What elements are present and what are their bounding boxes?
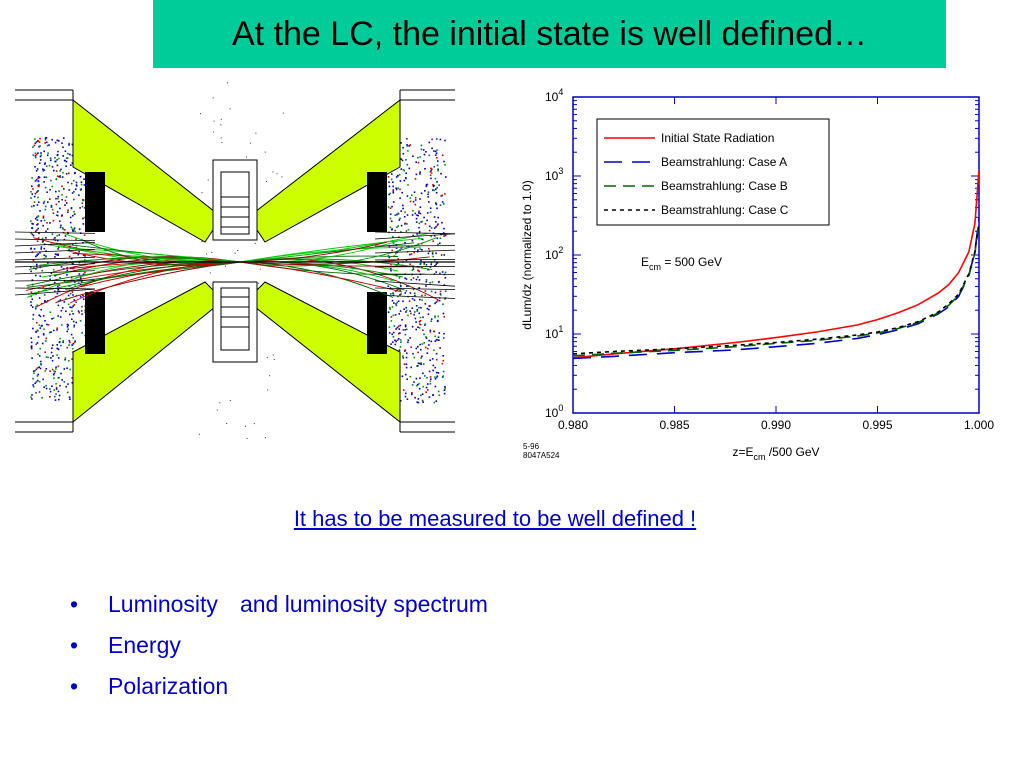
x-tick-label: 0.990 (761, 418, 791, 432)
bullet-item: • Polarization (70, 666, 488, 707)
series-line (573, 222, 979, 355)
title-bar: At the LC, the initial state is well def… (153, 0, 946, 68)
y-tick-label: 104 (545, 87, 563, 104)
vertex-detector (212, 159, 258, 363)
x-ticks: 0.980 0.985 0.990 0.995 1.000 (558, 97, 994, 432)
legend-label: Beamstrahlung: Case A (661, 155, 787, 169)
bullet-dot: • (70, 673, 79, 699)
series-lines (573, 169, 979, 360)
legend: Initial State Radiation Beamstrahlung: Ca… (596, 118, 830, 226)
figure-code-1: 5-96 (523, 442, 540, 451)
y-tick-label: 100 (545, 403, 563, 420)
x-axis-label: z=Ecm /500 GeV (732, 445, 819, 462)
x-tick-label: 0.995 (862, 418, 892, 432)
y-ticks: 100 101 102 103 104 (545, 87, 979, 420)
legend-label: Beamstrahlung: Case C (661, 203, 789, 217)
subtitle-link[interactable]: It has to be measured to be well defined… (293, 506, 697, 531)
bullet-list: • Luminosity and luminosity spectrum • Ener… (70, 584, 488, 707)
series-line (573, 223, 979, 357)
energy-annotation: Ecm = 500 GeV (641, 255, 722, 272)
luminosity-spectrum-chart: 0.980 0.985 0.990 0.995 1.000 10010110210310… (520, 87, 994, 462)
legend-label: Initial State Radiation (661, 131, 774, 145)
legend-label: Beamstrahlung: Case B (661, 179, 788, 193)
figure-code-2: 8047A524 (523, 451, 560, 460)
x-tick-label: 0.985 (659, 418, 689, 432)
slide-title: At the LC, the initial state is well def… (232, 14, 867, 53)
bullet-item: • Energy (70, 625, 488, 666)
detector-event-display (15, 82, 455, 439)
magnet-blocks (85, 172, 387, 354)
bullet-dot: • (70, 632, 79, 658)
y-tick-label: 103 (545, 166, 563, 183)
detector-outline-right (399, 89, 455, 433)
mask-cones (72, 98, 401, 424)
series-line (573, 169, 979, 359)
legend-box (596, 118, 830, 226)
bullet-dot: • (70, 591, 79, 617)
y-axis-label: dLum/dz (normalized to 1.0) (520, 180, 534, 329)
x-tick-label: 1.000 (964, 418, 994, 432)
bullet-item: • Luminosity and luminosity spectrum (70, 584, 488, 625)
y-tick-label: 101 (545, 324, 563, 341)
y-tick-label: 102 (545, 245, 563, 262)
detector-outline-left (15, 89, 74, 433)
x-tick-label: 0.980 (558, 418, 588, 432)
